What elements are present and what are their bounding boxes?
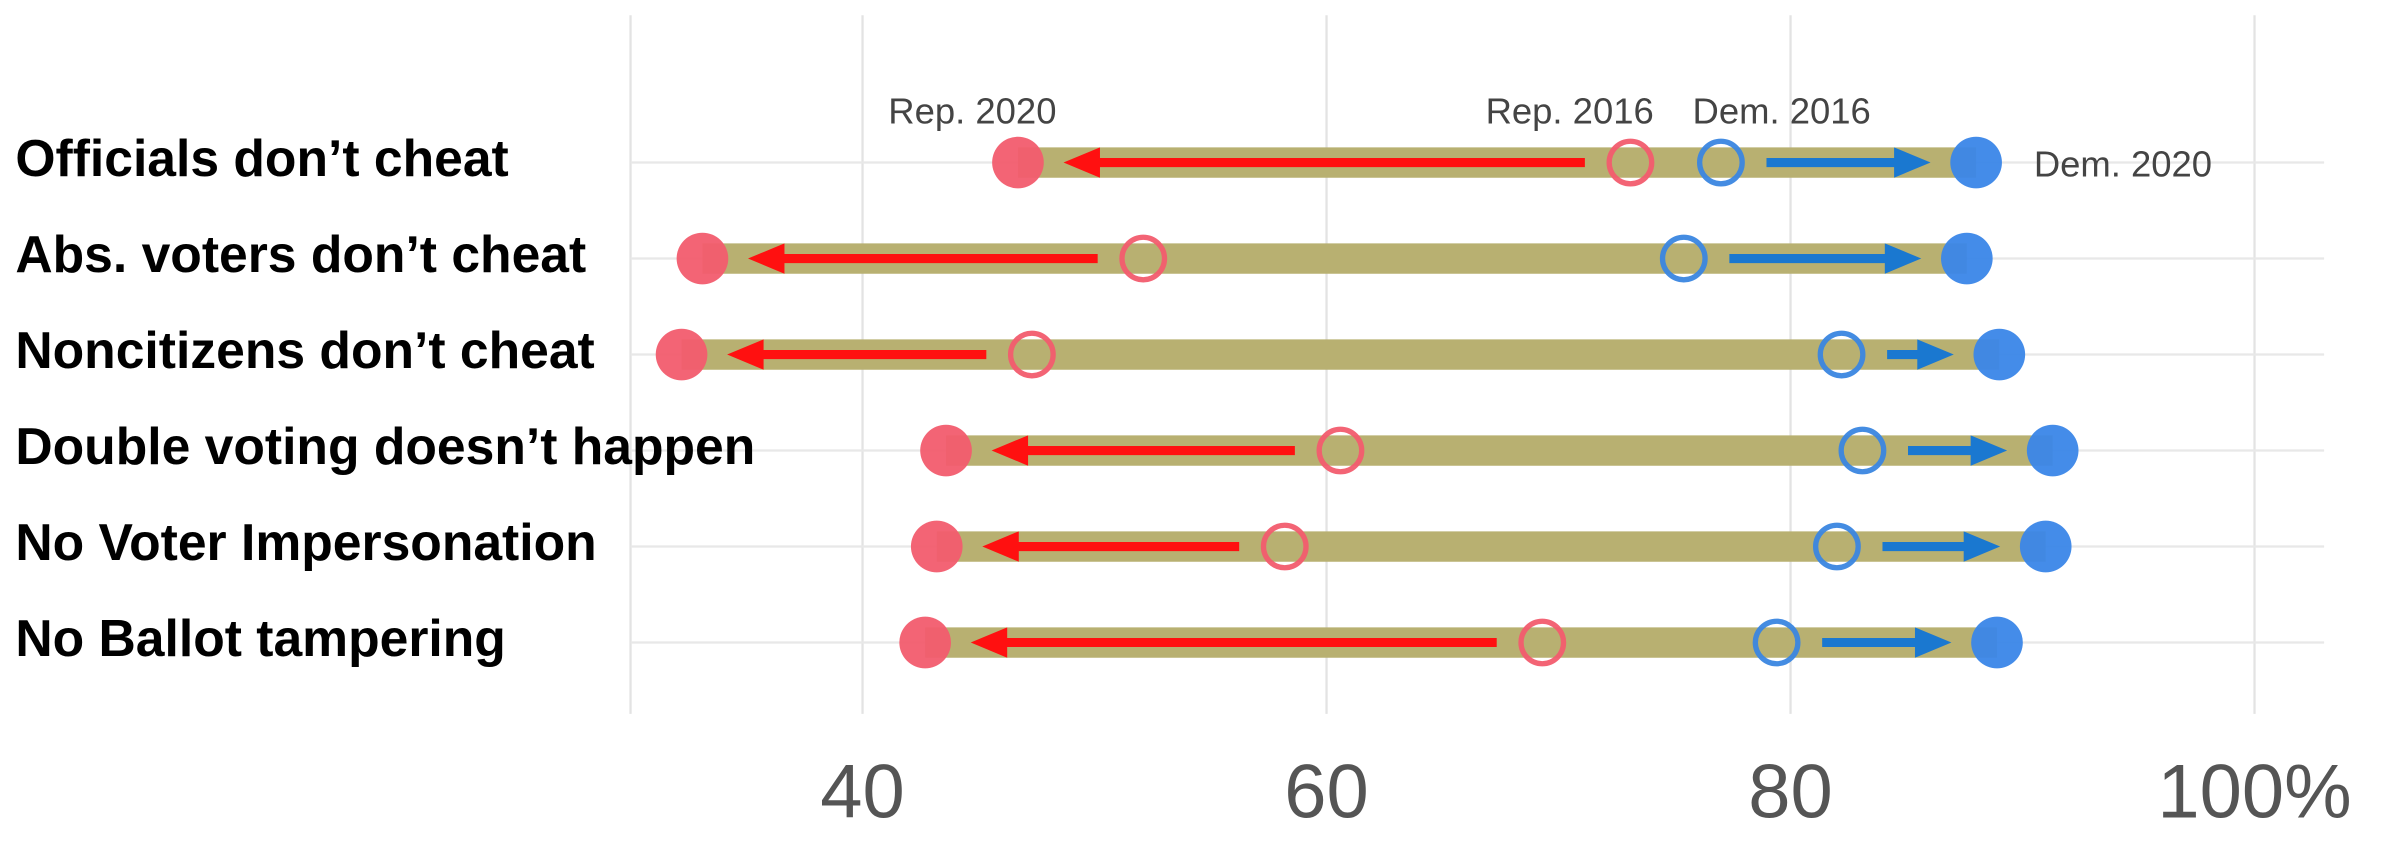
x-tick-label: 60	[1284, 749, 1368, 834]
point	[2026, 424, 2079, 477]
arrow-head	[1063, 147, 1100, 178]
point	[899, 616, 951, 669]
arrow-head	[1914, 627, 1952, 658]
arrow-head	[1970, 435, 2008, 466]
point	[1973, 328, 2026, 381]
arrow-head	[970, 627, 1008, 658]
point	[1659, 234, 1708, 283]
point	[1518, 618, 1567, 667]
category-label: Noncitizens don’t cheat	[15, 321, 594, 379]
point	[655, 328, 708, 381]
category-label: Double voting doesn’t happen	[15, 417, 755, 475]
category-label: Abs. voters don’t cheat	[15, 225, 586, 283]
point	[1971, 616, 2023, 669]
point	[1316, 426, 1365, 475]
series-annotation: Rep. 2016	[1486, 91, 1654, 132]
point	[1812, 522, 1861, 571]
arrow-head	[1963, 531, 2001, 562]
point	[1119, 234, 1168, 283]
point	[910, 520, 963, 573]
arrow-head	[991, 435, 1029, 466]
series-annotation: Dem. 2016	[1693, 91, 1871, 132]
point	[920, 424, 972, 477]
arrow-head	[1884, 243, 1922, 274]
point	[1752, 618, 1801, 667]
point	[1260, 522, 1309, 571]
series-annotation: Rep. 2020	[888, 91, 1056, 132]
arrow-head	[1894, 147, 1931, 178]
point	[1817, 330, 1866, 379]
x-tick-label: 80	[1748, 749, 1832, 834]
point	[992, 136, 1044, 189]
point	[1007, 330, 1056, 379]
x-tick-label: 40	[820, 749, 904, 834]
x-tick-label: 100%	[2157, 749, 2351, 834]
point	[1941, 232, 1993, 285]
arrow-head	[748, 243, 785, 274]
arrow-head	[727, 339, 764, 370]
point	[2019, 520, 2072, 573]
category-label: No Voter Impersonation	[15, 513, 596, 571]
point	[1838, 426, 1887, 475]
series-annotation: Dem. 2020	[2034, 144, 2212, 185]
arrow-head	[982, 531, 1019, 562]
point	[1606, 138, 1655, 187]
category-label: No Ballot tampering	[15, 609, 505, 667]
point	[676, 232, 729, 285]
arrow-head	[1917, 339, 1954, 370]
category-label: Officials don’t cheat	[15, 129, 508, 187]
point	[1696, 138, 1745, 187]
point	[1950, 136, 2002, 189]
